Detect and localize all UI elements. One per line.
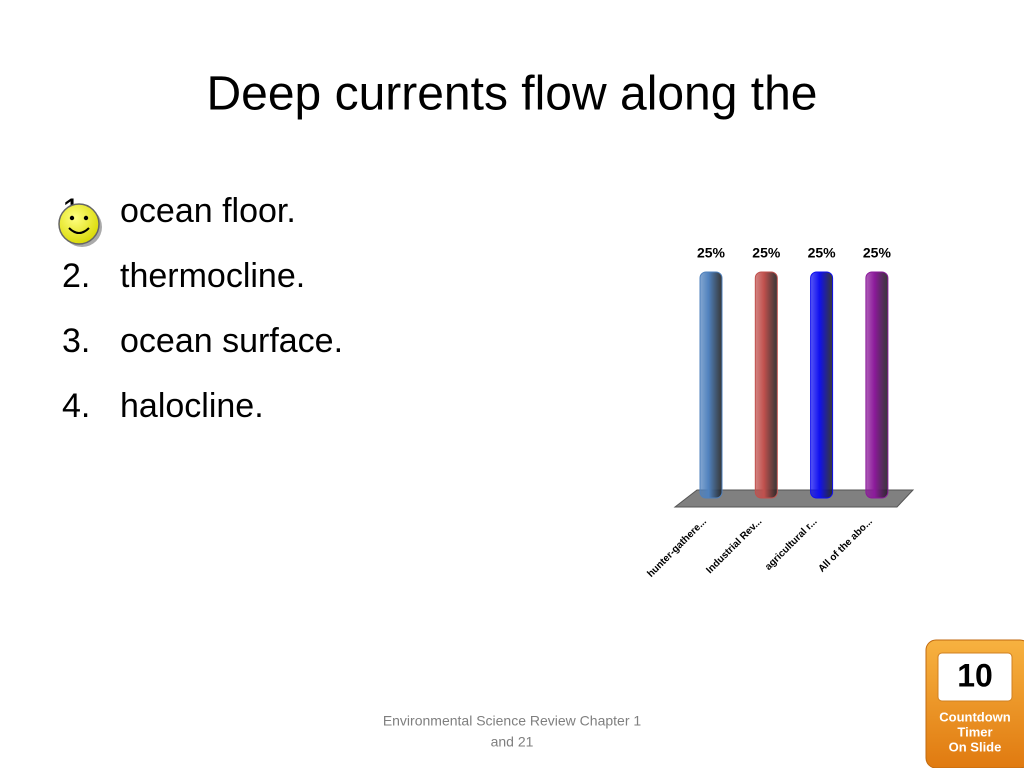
bar [699,271,723,499]
data-label: 25% [863,245,892,261]
item-text: ocean surface. [120,322,343,360]
item-number: 2. [62,257,90,295]
footer-line: and 21 [491,734,534,750]
timer-text: Timer [957,724,992,739]
correct-marker [58,203,102,247]
x-tick-label: hunter-gathere... [645,516,709,580]
x-tick-label: agricultural r... [763,516,820,573]
chart-floor [673,489,915,508]
data-label: 25% [752,245,781,261]
timer-text: Countdown [939,709,1011,724]
item-text: halocline. [120,387,264,425]
x-tick-label: Industrial Rev... [704,516,764,576]
item-number: 4. [62,387,90,425]
item-text: thermocline. [120,257,305,295]
item-text: ocean floor. [120,192,296,230]
countdown-timer: 10 Countdown Timer On Slide [925,639,1024,769]
chart: 25% hunter-gathere... 25% Industrial Rev...… [645,245,915,580]
slide-title: Deep currents flow along the [206,68,817,121]
footer-line: Environmental Science Review Chapter 1 [383,713,642,729]
bar [865,271,889,499]
timer-text: On Slide [949,739,1002,754]
timer-count: 10 [957,657,993,693]
bar [754,271,778,499]
x-tick-label: All of the abo... [816,516,875,575]
bar [810,271,834,499]
item-number: 3. [62,322,90,360]
data-label: 25% [697,245,726,261]
answer-list: 1.ocean floor.2.thermocline.3.ocean surf… [62,192,343,425]
data-label: 25% [808,245,837,261]
